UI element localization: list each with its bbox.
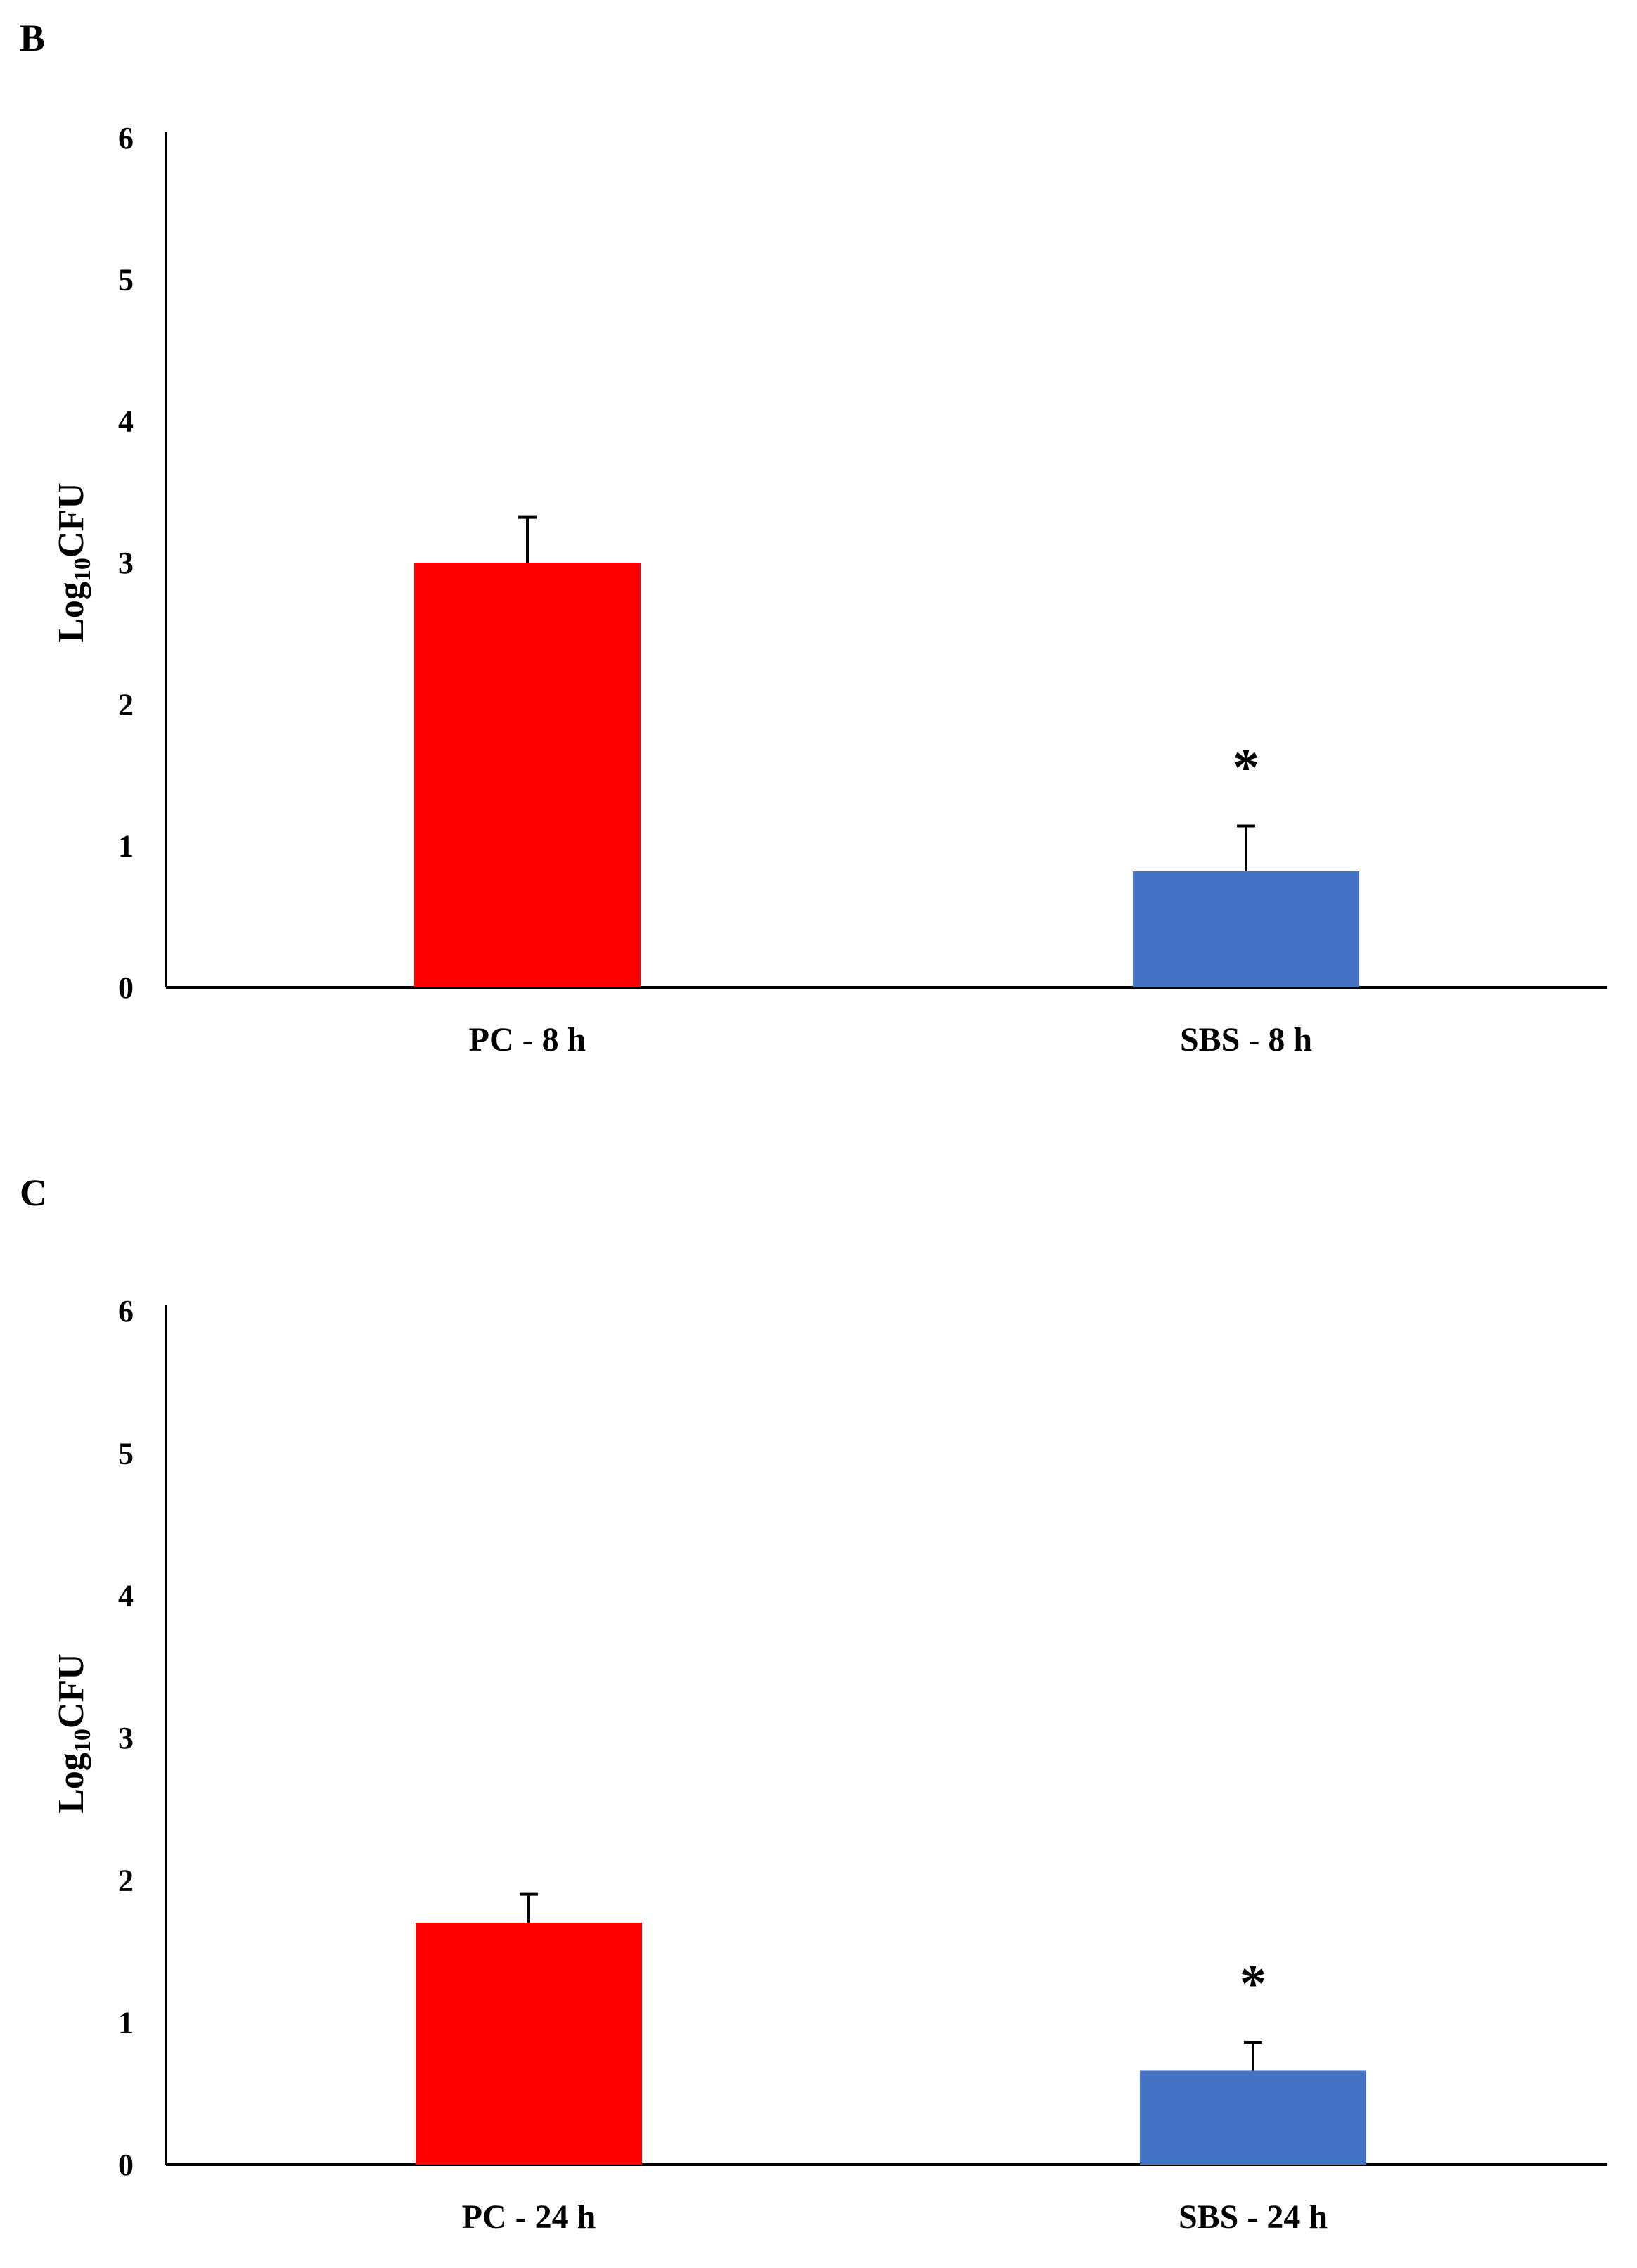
y-axis-title-subscript: 10 (70, 558, 96, 582)
bar-chart-b: B 0 1 2 3 4 5 6 Log10CFU PC - 8 h * SBS - 8 h (20, 17, 1607, 1058)
chart-panel-c: C 0 1 2 3 4 5 6 Log10CFU PC - 24 h * SBS - 24 h (0, 1139, 1637, 2264)
y-tick-label: 2 (118, 1863, 134, 1897)
y-tick-label: 4 (118, 1579, 134, 1613)
y-axis-title-main: Log (51, 582, 91, 643)
x-tick-label: PC - 24 h (462, 2198, 596, 2236)
x-tick-label: SBS - 8 h (1180, 1021, 1312, 1058)
y-axis-title: Log10CFU (51, 482, 96, 643)
y-axis-title-tail: CFU (51, 1653, 91, 1729)
y-tick-label: 4 (118, 404, 134, 439)
x-tick-label: PC - 8 h (469, 1021, 586, 1058)
x-tick-label: SBS - 24 h (1179, 2198, 1328, 2236)
y-tick-label: 1 (118, 829, 134, 864)
bar-2 (1140, 2070, 1366, 2165)
bar-2 (1133, 871, 1359, 987)
bar-chart-c: C 0 1 2 3 4 5 6 Log10CFU PC - 24 h * SBS - 24 h (20, 1172, 1607, 2236)
y-tick-label: 2 (118, 687, 134, 722)
y-axis-title: Log10CFU (51, 1653, 96, 1814)
y-axis-title-main: Log (51, 1753, 91, 1814)
significance-marker: * (1233, 738, 1259, 797)
y-tick-label: 0 (118, 970, 134, 1005)
y-tick-label: 1 (118, 2006, 134, 2040)
y-axis-title-subscript: 10 (70, 1729, 96, 1753)
significance-marker: * (1240, 1954, 1266, 2013)
y-axis-title-tail: CFU (51, 482, 91, 558)
y-tick-label: 6 (118, 121, 134, 155)
y-tick-label: 3 (118, 1721, 134, 1755)
panel-label: C (20, 1172, 47, 1214)
y-tick-label: 6 (118, 1294, 134, 1328)
chart-panel-b: B 0 1 2 3 4 5 6 Log10CFU PC - 8 h * SBS - 8 h (0, 0, 1637, 1125)
y-tick-label: 0 (118, 2148, 134, 2182)
y-tick-label: 3 (118, 546, 134, 580)
bar-1 (416, 1923, 642, 2165)
bar-1 (414, 563, 641, 987)
panel-label: B (20, 17, 45, 59)
y-tick-label: 5 (118, 1436, 134, 1471)
y-tick-label: 5 (118, 262, 134, 297)
